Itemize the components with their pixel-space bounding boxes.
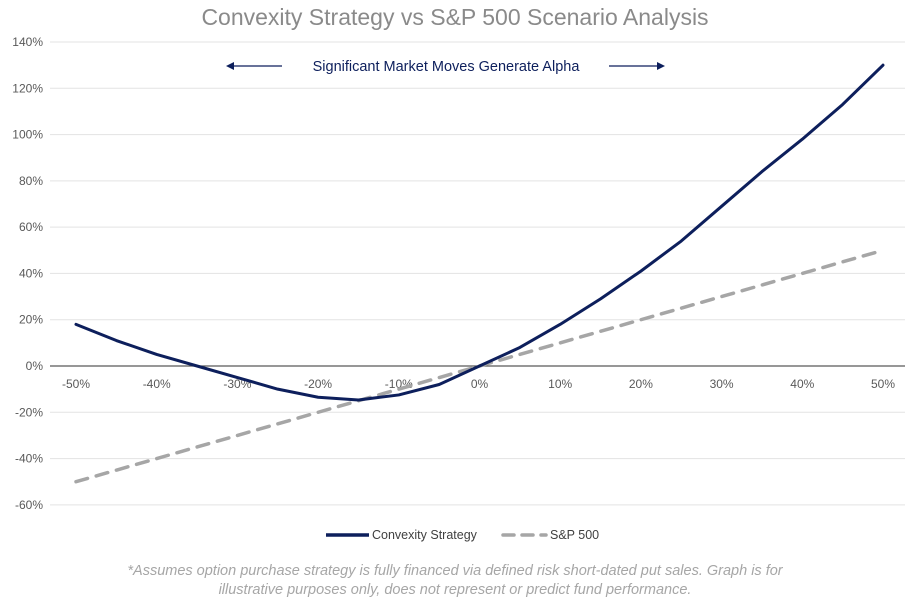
right-arrow-icon xyxy=(657,62,665,70)
x-tick-label: 40% xyxy=(790,377,814,391)
y-tick-label: -60% xyxy=(15,498,43,512)
y-tick-label: 120% xyxy=(12,81,43,95)
y-tick-label: 40% xyxy=(19,266,43,280)
x-tick-label: 20% xyxy=(629,377,653,391)
y-tick-label: 100% xyxy=(12,128,43,142)
footnote-line-1: *Assumes option purchase strategy is ful… xyxy=(127,563,783,579)
footnote: *Assumes option purchase strategy is ful… xyxy=(0,562,910,600)
y-tick-label: -20% xyxy=(15,405,43,419)
y-tick-label: 80% xyxy=(19,174,43,188)
series-line-convexity-strategy xyxy=(74,63,885,402)
legend-label-sp500: S&P 500 xyxy=(550,528,599,542)
y-tick-label: 20% xyxy=(19,313,43,327)
y-tick-label: 0% xyxy=(26,359,44,373)
footnote-line-2: illustrative purposes only, does not rep… xyxy=(218,582,692,598)
y-tick-label: -40% xyxy=(15,452,43,466)
x-tick-label: -50% xyxy=(62,377,90,391)
x-tick-label: 10% xyxy=(548,377,572,391)
chart-title: Convexity Strategy vs S&P 500 Scenario A… xyxy=(201,4,709,30)
line-chart: 140% 120% 100% 80% 60% 40% 20% 0% -20% -40% -60% -5… xyxy=(12,35,905,542)
annotation-text: Significant Market Moves Generate Alpha xyxy=(313,59,581,75)
left-arrow-icon xyxy=(226,62,234,70)
x-tick-label: 50% xyxy=(871,377,895,391)
x-tick-label: 30% xyxy=(710,377,734,391)
x-tick-label: 0% xyxy=(471,377,489,391)
y-tick-label: 140% xyxy=(12,35,43,49)
x-tick-label: -40% xyxy=(143,377,171,391)
legend-label-convexity-strategy: Convexity Strategy xyxy=(372,528,478,542)
y-tick-label: 60% xyxy=(19,220,43,234)
x-tick-label: -20% xyxy=(304,377,332,391)
